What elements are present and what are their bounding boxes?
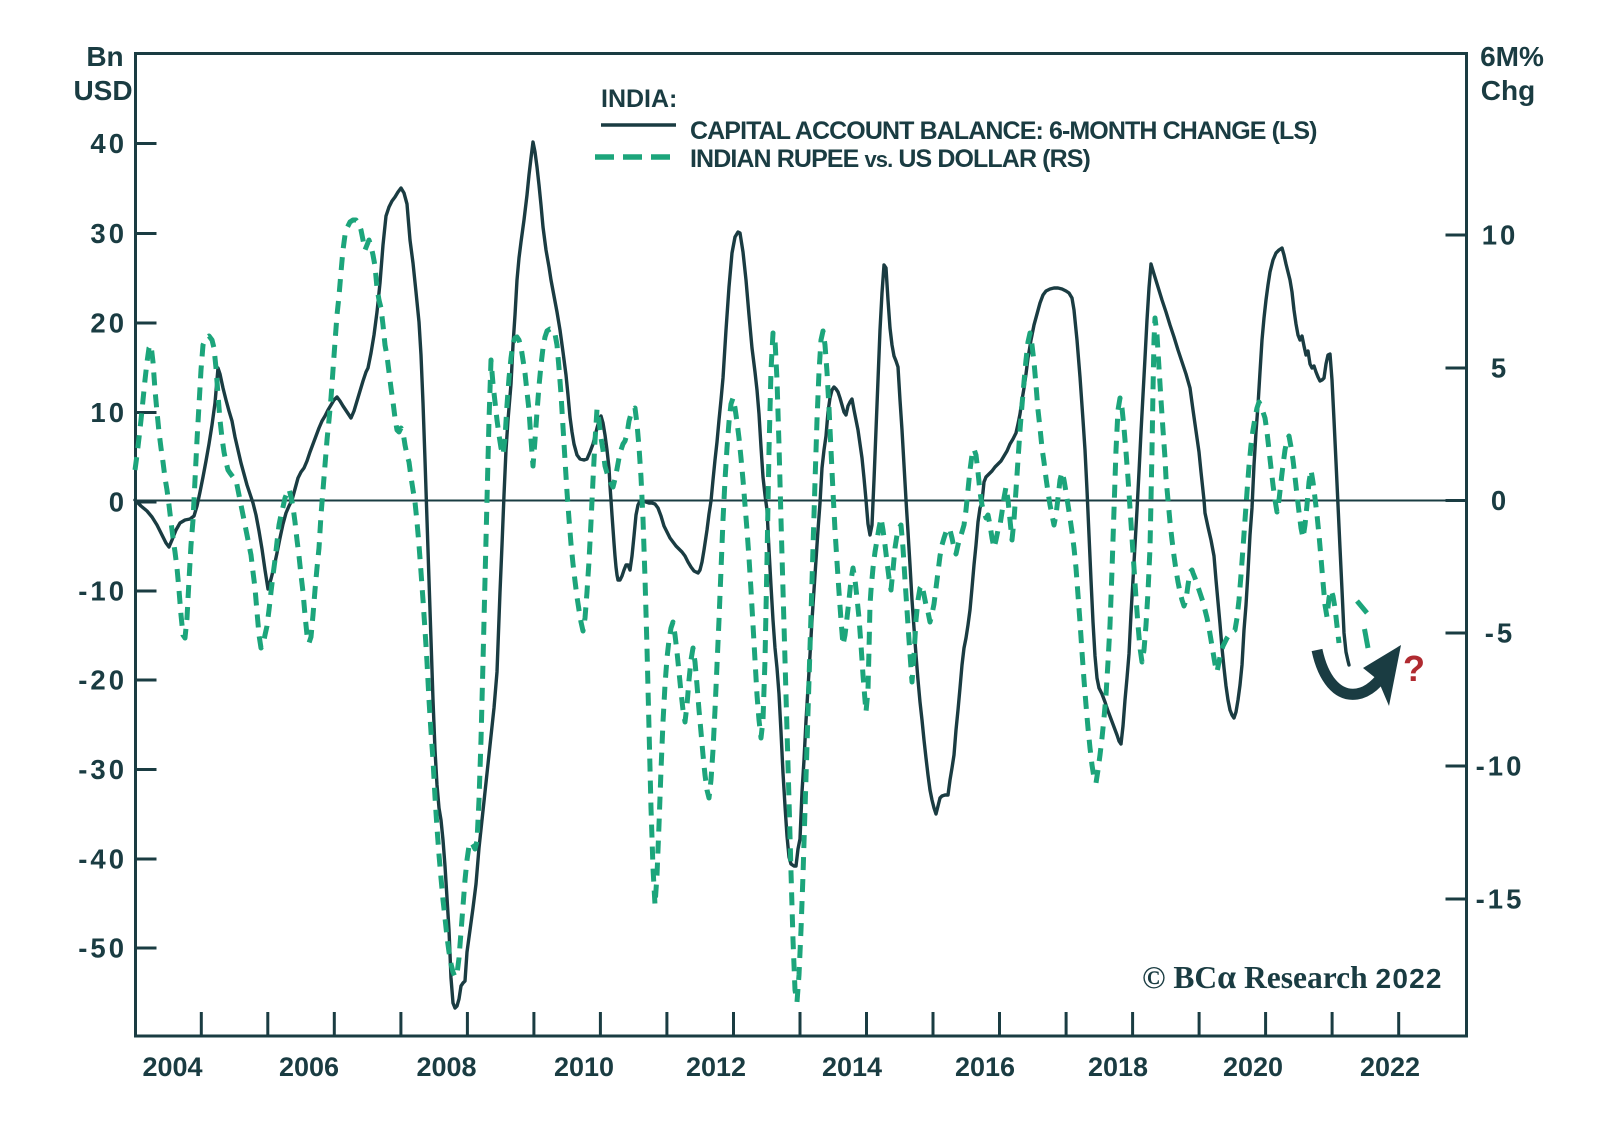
svg-text:-40: -40 <box>78 844 127 875</box>
svg-text:INDIAN RUPEE vs. US DOLLAR (RS: INDIAN RUPEE vs. US DOLLAR (RS) <box>690 145 1090 173</box>
svg-text:2016: 2016 <box>955 1052 1015 1082</box>
svg-text:?: ? <box>1403 648 1425 689</box>
svg-text:10: 10 <box>1482 220 1519 251</box>
svg-text:-10: -10 <box>1476 751 1525 782</box>
svg-text:© BCα Research 2022: © BCα Research 2022 <box>1142 959 1443 996</box>
svg-text:Chg: Chg <box>1481 75 1535 106</box>
svg-text:INDIA:: INDIA: <box>601 85 677 113</box>
svg-text:-50: -50 <box>78 933 127 964</box>
svg-text:2010: 2010 <box>554 1052 614 1082</box>
svg-text:-10: -10 <box>78 576 127 607</box>
svg-text:CAPITAL ACCOUNT BALANCE: 6-MON: CAPITAL ACCOUNT BALANCE: 6-MONTH CHANGE … <box>690 117 1317 145</box>
svg-text:5: 5 <box>1491 353 1509 384</box>
svg-text:2004: 2004 <box>142 1052 202 1082</box>
svg-text:2006: 2006 <box>279 1052 339 1082</box>
svg-text:2008: 2008 <box>416 1052 476 1082</box>
svg-text:2012: 2012 <box>686 1052 746 1082</box>
svg-text:Bn: Bn <box>86 41 123 72</box>
svg-text:USD: USD <box>73 75 132 106</box>
svg-text:0: 0 <box>1491 485 1509 516</box>
svg-text:20: 20 <box>90 308 127 339</box>
svg-text:2020: 2020 <box>1223 1052 1283 1082</box>
svg-text:40: 40 <box>90 128 127 159</box>
svg-text:0: 0 <box>109 487 127 518</box>
svg-text:2018: 2018 <box>1088 1052 1148 1082</box>
svg-text:6M%: 6M% <box>1480 41 1544 72</box>
svg-text:30: 30 <box>90 218 127 249</box>
svg-text:10: 10 <box>90 397 127 428</box>
svg-text:2014: 2014 <box>822 1052 882 1082</box>
svg-text:-15: -15 <box>1476 884 1525 915</box>
svg-text:-20: -20 <box>78 665 127 696</box>
svg-text:2022: 2022 <box>1360 1052 1420 1082</box>
svg-text:-30: -30 <box>78 754 127 785</box>
svg-text:-5: -5 <box>1485 618 1515 649</box>
